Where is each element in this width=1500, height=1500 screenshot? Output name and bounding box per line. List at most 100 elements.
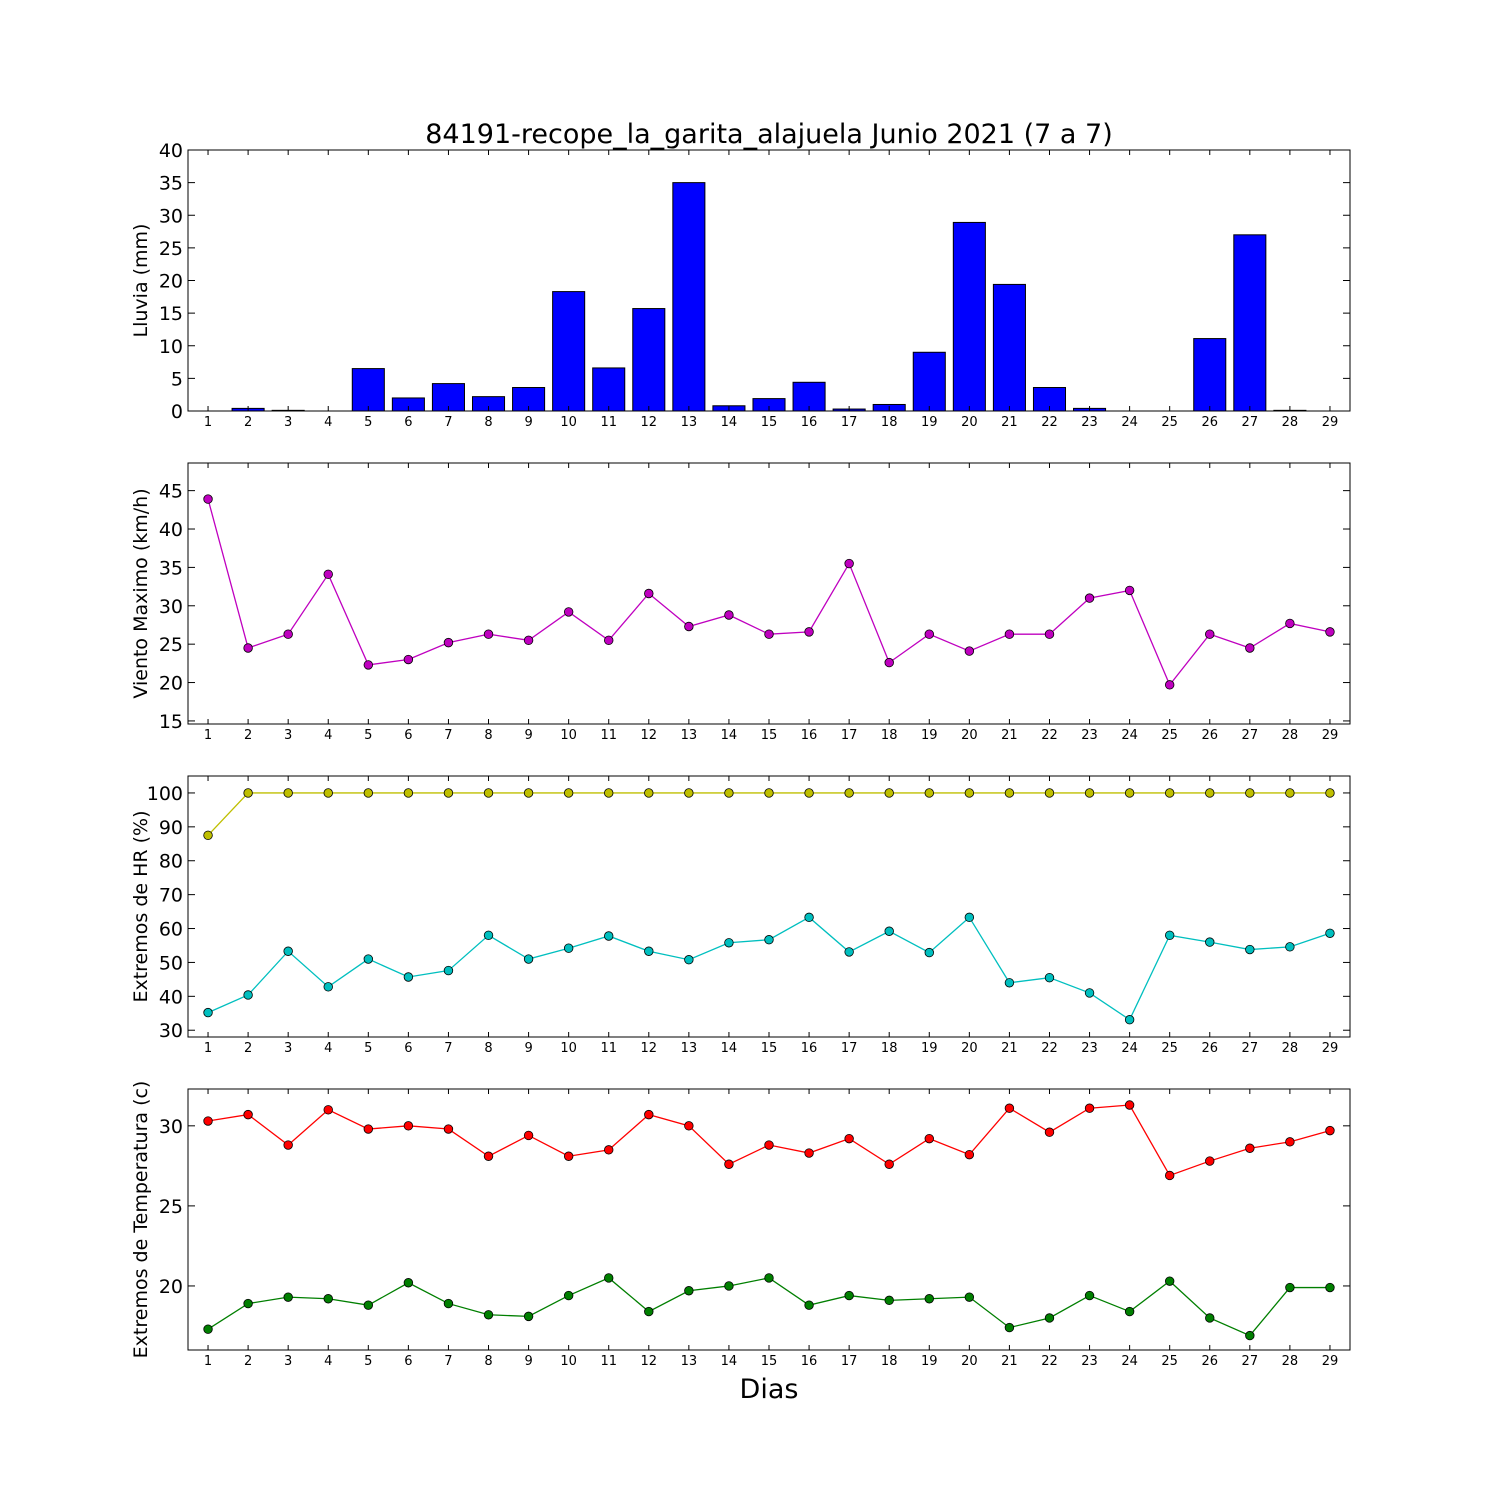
x-tick-label: 20 bbox=[961, 728, 978, 743]
x-tick-label: 7 bbox=[444, 728, 452, 743]
point-hr_min-day-12 bbox=[644, 946, 654, 956]
x-tick-label: 27 bbox=[1242, 1354, 1259, 1369]
x-tick-label: 15 bbox=[761, 1354, 778, 1369]
point-t_min-day-16 bbox=[804, 1300, 814, 1310]
point-hr_min-day-6 bbox=[403, 972, 414, 982]
y-tick-label: 15 bbox=[159, 303, 183, 325]
point-t_max-day-8 bbox=[483, 1151, 494, 1161]
x-tick-label: 20 bbox=[961, 415, 978, 430]
x-tick-label: 24 bbox=[1121, 1041, 1138, 1056]
x-tick-label: 7 bbox=[444, 1354, 452, 1369]
point-viento-day-7 bbox=[443, 637, 454, 648]
x-tick-label: 16 bbox=[801, 728, 818, 743]
x-tick-label: 28 bbox=[1282, 1354, 1299, 1369]
y-tick-label: 15 bbox=[159, 711, 183, 733]
point-t_min-day-22 bbox=[1044, 1313, 1055, 1323]
point-hr_min-day-7 bbox=[443, 965, 454, 976]
point-t_max-day-4 bbox=[323, 1105, 333, 1115]
point-t_min-day-9 bbox=[523, 1311, 534, 1322]
point-t_max-day-28 bbox=[1285, 1137, 1295, 1147]
y-tick-label: 30 bbox=[159, 1020, 183, 1042]
point-hr_max-day-28 bbox=[1285, 788, 1295, 798]
point-t_max-day-25 bbox=[1164, 1170, 1175, 1181]
y-tick-label: 25 bbox=[159, 1196, 183, 1218]
point-hr_min-day-10 bbox=[563, 943, 574, 953]
x-tick-label: 28 bbox=[1282, 728, 1299, 743]
point-viento-day-24 bbox=[1124, 585, 1135, 596]
y-tick-label: 35 bbox=[159, 557, 183, 579]
x-tick-label: 1 bbox=[204, 1354, 212, 1369]
x-tick-label: 29 bbox=[1322, 1041, 1339, 1056]
point-t_max-day-13 bbox=[684, 1121, 694, 1131]
x-tick-label: 23 bbox=[1081, 1041, 1098, 1056]
point-t_max-day-22 bbox=[1044, 1127, 1055, 1137]
x-tick-label: 12 bbox=[641, 1354, 658, 1369]
y-tick-label: 50 bbox=[159, 952, 183, 974]
point-viento-day-18 bbox=[884, 657, 894, 668]
point-hr_min-day-25 bbox=[1164, 930, 1175, 941]
point-t_min-day-17 bbox=[844, 1290, 854, 1301]
point-viento-day-20 bbox=[964, 646, 975, 656]
x-tick-label: 23 bbox=[1081, 728, 1098, 743]
x-tick-label: 17 bbox=[841, 728, 858, 743]
point-t_max-day-26 bbox=[1205, 1156, 1215, 1166]
x-tick-label: 10 bbox=[560, 728, 577, 743]
x-tick-label: 10 bbox=[560, 1354, 577, 1369]
panel-3: 1 2 3 4 5 6 7 8 9 10 11 12 13 14 15 16 17 18 19 20 21 22 23 24 2… bbox=[130, 775, 1351, 1056]
x-tick-label: 27 bbox=[1242, 728, 1259, 743]
point-hr_min-day-3 bbox=[283, 946, 293, 956]
y-tick-label: 0 bbox=[171, 401, 183, 423]
point-hr_max-day-25 bbox=[1164, 788, 1175, 798]
point-hr_max-day-22 bbox=[1044, 788, 1055, 798]
point-hr_max-day-20 bbox=[964, 788, 975, 798]
x-tick-label: 29 bbox=[1322, 728, 1339, 743]
y-tick-label: 25 bbox=[159, 634, 183, 656]
x-tick-label: 14 bbox=[721, 1041, 738, 1056]
x-tick-label: 26 bbox=[1201, 1354, 1218, 1369]
point-hr_max-day-16 bbox=[804, 788, 814, 798]
point-viento-day-12 bbox=[644, 588, 654, 599]
point-hr_max-day-3 bbox=[283, 788, 293, 798]
x-tick-label: 14 bbox=[721, 415, 738, 430]
y-axis-label: Extremos de Temperatura (c) bbox=[130, 1081, 152, 1359]
x-tick-label: 14 bbox=[721, 728, 738, 743]
x-tick-label: 19 bbox=[921, 1041, 938, 1056]
x-tick-label: 18 bbox=[881, 1354, 898, 1369]
point-t_min-day-13 bbox=[684, 1286, 694, 1296]
point-viento-day-9 bbox=[523, 635, 534, 646]
x-tick-label: 13 bbox=[681, 728, 698, 743]
point-t_max-day-18 bbox=[884, 1159, 894, 1169]
x-tick-label: 2 bbox=[244, 1041, 252, 1056]
y-axis-label: Viento Maximo (km/h) bbox=[130, 488, 152, 698]
point-viento-day-22 bbox=[1044, 629, 1055, 639]
point-t_max-day-11 bbox=[604, 1145, 614, 1155]
x-tick-label: 11 bbox=[600, 1041, 617, 1056]
point-hr_min-day-28 bbox=[1285, 942, 1295, 952]
x-tick-label: 5 bbox=[364, 728, 372, 743]
point-hr_min-day-14 bbox=[724, 938, 734, 948]
x-tick-label: 19 bbox=[921, 415, 938, 430]
x-tick-label: 18 bbox=[881, 415, 898, 430]
point-t_max-day-16 bbox=[804, 1148, 814, 1158]
point-t_min-day-23 bbox=[1084, 1290, 1095, 1301]
x-tick-label: 3 bbox=[284, 1041, 292, 1056]
point-hr_min-day-20 bbox=[964, 912, 975, 923]
x-tick-label: 16 bbox=[801, 1354, 818, 1369]
x-tick-label: 15 bbox=[761, 415, 778, 430]
point-t_min-day-3 bbox=[283, 1292, 293, 1302]
x-tick-label: 5 bbox=[364, 415, 372, 430]
y-axis-label: Lluvia (mm) bbox=[130, 224, 152, 338]
panels: 1 2 3 4 5 6 7 8 9 10 11 12 13 14 15 16 17 18 19 20 21 22 23 24 2… bbox=[130, 140, 1351, 1369]
x-tick-label: 6 bbox=[404, 728, 412, 743]
y-tick-label: 100 bbox=[147, 783, 183, 805]
x-tick-label: 2 bbox=[244, 415, 252, 430]
point-t_max-day-29 bbox=[1325, 1125, 1335, 1136]
bar-day-11 bbox=[592, 367, 626, 412]
point-hr_max-day-1 bbox=[203, 830, 213, 841]
y-tick-label: 30 bbox=[159, 1116, 183, 1138]
point-t_max-day-6 bbox=[403, 1121, 414, 1131]
point-t_min-day-1 bbox=[203, 1324, 213, 1334]
point-t_min-day-28 bbox=[1285, 1282, 1295, 1293]
x-tick-label: 19 bbox=[921, 728, 938, 743]
point-viento-day-13 bbox=[684, 621, 694, 632]
